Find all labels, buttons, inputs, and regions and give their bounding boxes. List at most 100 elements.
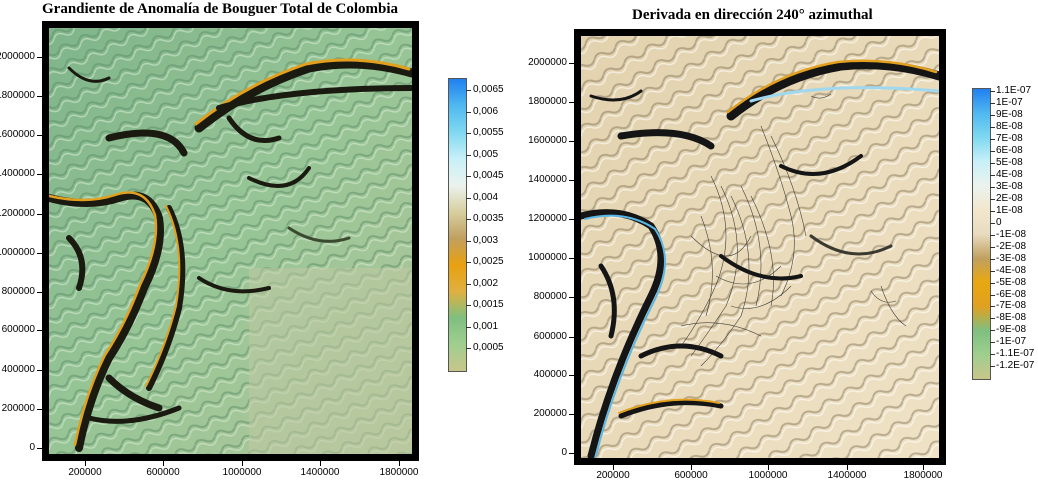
left-x-label: 1000000 <box>222 467 262 478</box>
left-x-tick <box>399 461 400 466</box>
right-y-label: 600000 <box>533 331 567 342</box>
right-y-tick <box>569 141 574 142</box>
left-x-label: 200000 <box>68 467 102 478</box>
right-colorbar-label: -7E-08 <box>996 300 1027 311</box>
left-y-tick <box>37 330 42 331</box>
right-colorbar-tick <box>990 330 995 331</box>
right-y-label: 1800000 <box>528 96 567 107</box>
right-colorbar-tick <box>990 259 995 260</box>
left-x-tick <box>163 461 164 466</box>
left-y-label: 400000 <box>1 364 35 375</box>
left-y-label: 1800000 <box>0 90 35 101</box>
right-colorbar-label: 7E-08 <box>996 133 1023 144</box>
left-y-tick <box>37 370 42 371</box>
right-colorbar-label: -2E-08 <box>996 241 1027 252</box>
left-y-label: 2000000 <box>0 51 35 62</box>
left-y-tick <box>37 253 42 254</box>
left-colorbar-tick <box>466 112 471 113</box>
right-colorbar-tick <box>990 103 995 104</box>
right-colorbar-tick <box>990 115 995 116</box>
left-colorbar-label: 0,005 <box>473 149 499 160</box>
right-colorbar-tick <box>990 283 995 284</box>
left-colorbar-tick <box>466 305 471 306</box>
right-colorbar-tick <box>990 271 995 272</box>
left-y-tick <box>37 57 42 58</box>
left-y-label: 1200000 <box>0 208 35 219</box>
right-y-tick <box>569 258 574 259</box>
left-y-label: 200000 <box>1 403 35 414</box>
right-colorbar-label: -8E-08 <box>996 312 1027 323</box>
right-colorbar-label: -1E-08 <box>996 229 1027 240</box>
right-colorbar-label: 9E-08 <box>996 109 1023 120</box>
right-colorbar-tick <box>990 306 995 307</box>
left-colorbar-tick <box>466 241 471 242</box>
right-colorbar-label: -3E-08 <box>996 253 1027 264</box>
left-colorbar-tick <box>466 155 471 156</box>
left-y-label: 800000 <box>1 286 35 297</box>
left-colorbar <box>448 78 467 372</box>
left-colorbar-label: 0,0025 <box>473 256 504 267</box>
right-colorbar-label: -9E-08 <box>996 324 1027 335</box>
right-x-tick <box>847 465 848 470</box>
right-colorbar-label: -4E-08 <box>996 265 1027 276</box>
left-y-label: 0 <box>29 442 35 453</box>
right-colorbar-label: -1.2E-07 <box>996 360 1035 371</box>
left-colorbar-tick <box>466 262 471 263</box>
right-colorbar-tick <box>990 235 995 236</box>
right-colorbar-tick <box>990 342 995 343</box>
right-colorbar-tick <box>990 175 995 176</box>
right-y-tick <box>569 337 574 338</box>
left-colorbar-label: 0,0045 <box>473 170 504 181</box>
right-colorbar-label: 2E-08 <box>996 193 1023 204</box>
left-y-tick <box>37 448 42 449</box>
left-colorbar-tick <box>466 90 471 91</box>
left-colorbar-label: 0,0055 <box>473 127 504 138</box>
right-y-label: 2000000 <box>528 57 567 68</box>
right-colorbar-tick <box>990 223 995 224</box>
right-colorbar-label: 4E-08 <box>996 169 1023 180</box>
left-colorbar-tick <box>466 327 471 328</box>
right-x-label: 600000 <box>674 470 708 481</box>
right-y-label: 800000 <box>533 291 567 302</box>
right-x-label: 1000000 <box>748 470 788 481</box>
right-y-label: 1200000 <box>528 213 567 224</box>
right-colorbar-label: 0 <box>996 217 1002 228</box>
left-colorbar-label: 0,0035 <box>473 213 504 224</box>
left-x-tick <box>320 461 321 466</box>
right-y-label: 0 <box>561 447 567 458</box>
right-x-tick <box>923 465 924 470</box>
left-y-tick <box>37 214 42 215</box>
left-colorbar-label: 0,0015 <box>473 299 504 310</box>
left-y-label: 600000 <box>1 324 35 335</box>
left-y-tick <box>37 96 42 97</box>
right-colorbar-tick <box>990 139 995 140</box>
right-y-label: 1000000 <box>528 252 567 263</box>
right-colorbar-tick <box>990 163 995 164</box>
right-colorbar-tick <box>990 91 995 92</box>
right-colorbar-tick <box>990 211 995 212</box>
left-colorbar-label: 0,002 <box>473 278 499 289</box>
right-colorbar-label: -5E-08 <box>996 277 1027 288</box>
right-y-label: 1400000 <box>528 174 567 185</box>
left-y-label: 1600000 <box>0 129 35 140</box>
left-colorbar-label: 0,0005 <box>473 342 504 353</box>
right-colorbar-label: 3E-08 <box>996 181 1023 192</box>
right-colorbar-tick <box>990 199 995 200</box>
right-map-image <box>581 36 939 458</box>
left-map-title: Grandiente de Anomalía de Bouguer Total … <box>42 1 399 17</box>
left-colorbar-tick <box>466 133 471 134</box>
left-x-label: 1800000 <box>379 467 419 478</box>
right-x-tick <box>691 465 692 470</box>
right-y-tick <box>569 375 574 376</box>
right-x-label: 1800000 <box>903 470 943 481</box>
right-x-label: 200000 <box>596 470 630 481</box>
left-y-label: 1400000 <box>0 168 35 179</box>
right-y-label: 200000 <box>533 408 567 419</box>
right-colorbar-tick <box>990 187 995 188</box>
left-colorbar-label: 0,0065 <box>473 84 504 95</box>
right-colorbar-tick <box>990 247 995 248</box>
left-colorbar-tick <box>466 284 471 285</box>
left-colorbar-label: 0,003 <box>473 235 499 246</box>
left-y-tick <box>37 135 42 136</box>
right-y-tick <box>569 414 574 415</box>
